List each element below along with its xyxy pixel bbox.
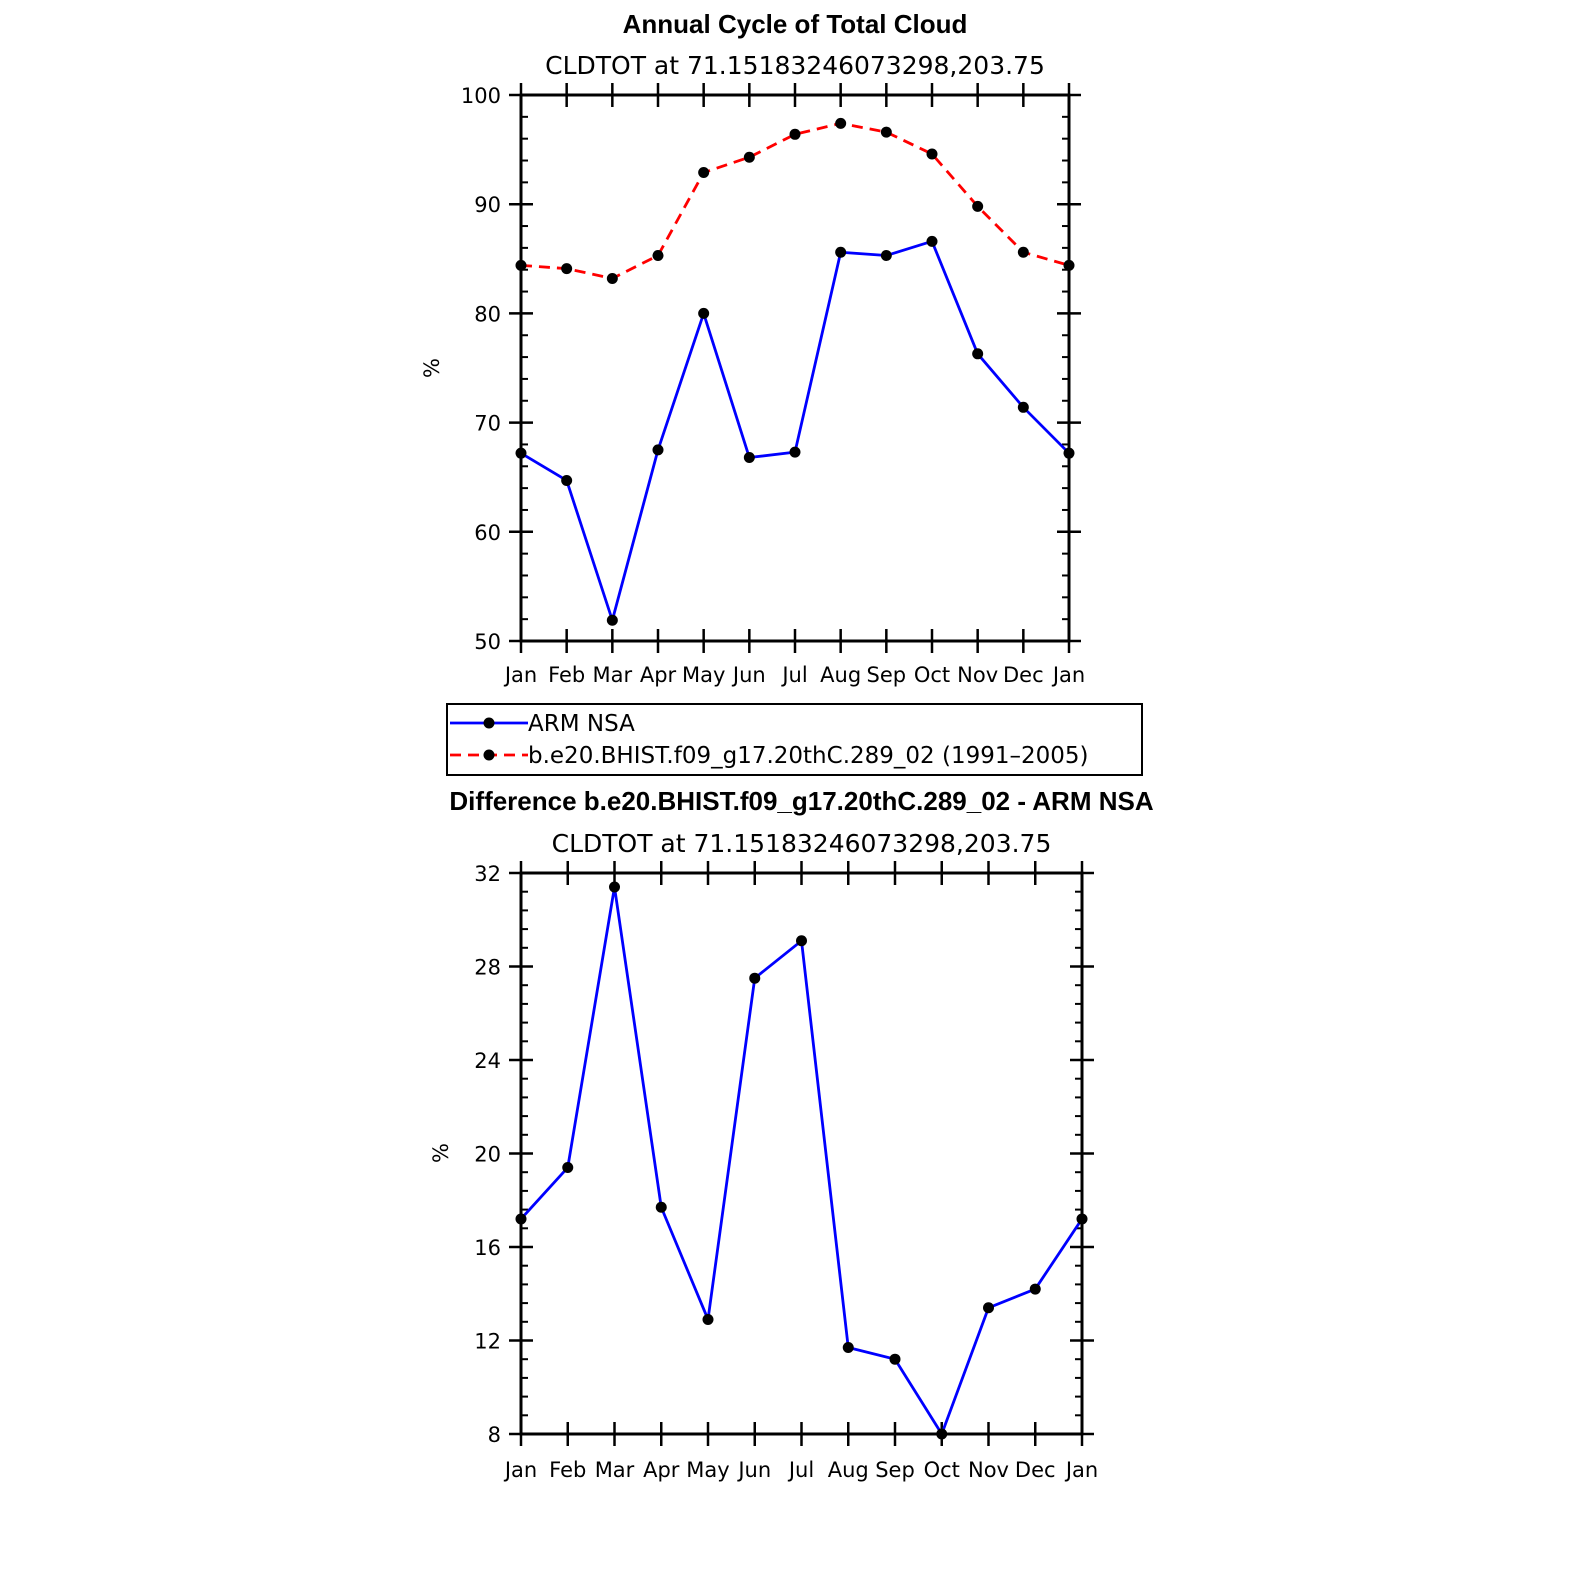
data-point	[1076, 1213, 1088, 1225]
data-point	[652, 250, 664, 262]
x-tick-label: Jan	[1051, 663, 1085, 687]
data-point	[698, 307, 710, 319]
x-tick-label: May	[686, 1458, 729, 1482]
x-tick-label: Dec	[1015, 1458, 1056, 1482]
x-tick-label: Aug	[828, 1458, 869, 1482]
y-tick-label: 50	[474, 630, 501, 654]
data-point	[926, 235, 938, 247]
data-point	[972, 200, 984, 212]
series-line-0	[519, 885, 1084, 1436]
y-axis-label: %	[420, 358, 444, 378]
chart-subtitle: CLDTOT at 71.15183246073298,203.75	[545, 51, 1045, 80]
legend-entry-label: b.e20.BHIST.f09_g17.20thC.289_02 (1991–2…	[528, 743, 1089, 769]
y-tick-label: 24	[474, 1049, 501, 1073]
data-point	[1017, 246, 1029, 258]
data-point	[561, 263, 573, 275]
chart-title: Difference b.e20.BHIST.f09_g17.20thC.289…	[449, 786, 1153, 816]
y-tick-label: 28	[474, 956, 501, 980]
x-tick-label: Mar	[595, 1458, 635, 1482]
data-point	[789, 446, 801, 458]
x-tick-label: Jun	[731, 663, 766, 687]
x-tick-label: Jan	[503, 663, 537, 687]
data-point	[698, 167, 710, 179]
data-point	[515, 259, 527, 271]
series-line-1	[520, 121, 1070, 280]
y-tick-label: 70	[474, 412, 501, 436]
y-tick-label: 32	[474, 862, 501, 886]
data-point	[926, 148, 938, 160]
y-tick-label: 8	[488, 1423, 501, 1447]
data-point	[789, 128, 801, 140]
x-tick-label: Nov	[957, 663, 998, 687]
x-tick-label: Dec	[1003, 663, 1044, 687]
data-point	[702, 1313, 714, 1325]
x-tick-label: Jul	[780, 663, 807, 687]
x-tick-label: Jun	[736, 1458, 771, 1482]
data-point	[1029, 1283, 1041, 1295]
data-point	[743, 452, 755, 464]
x-tick-label: Jan	[503, 1458, 537, 1482]
legend-box	[446, 703, 1143, 776]
x-tick-label: Feb	[548, 663, 585, 687]
chart-subtitle: CLDTOT at 71.15183246073298,203.75	[552, 829, 1052, 858]
data-point	[743, 151, 755, 163]
data-point	[652, 444, 664, 456]
x-tick-label: Sep	[867, 663, 907, 687]
data-point	[983, 1302, 994, 1314]
legend-marker	[483, 749, 495, 761]
difference-panel: Difference b.e20.BHIST.f09_g17.20thC.289…	[429, 786, 1154, 1482]
data-point	[889, 1353, 901, 1365]
data-point	[606, 614, 618, 626]
x-tick-label: Apr	[643, 1458, 680, 1482]
data-point	[655, 1201, 667, 1213]
x-tick-label: Sep	[875, 1458, 915, 1482]
data-point	[842, 1342, 854, 1354]
x-tick-label: Feb	[549, 1458, 586, 1482]
data-point	[515, 1213, 527, 1225]
data-point	[835, 246, 847, 258]
data-point	[972, 348, 984, 360]
y-axis-label: %	[429, 1143, 453, 1163]
data-point	[796, 935, 807, 947]
legend-marker	[483, 717, 495, 729]
y-tick-label: 20	[474, 1143, 501, 1167]
x-tick-label: Oct	[924, 1458, 960, 1482]
legend-entry-label: ARM NSA	[528, 711, 635, 737]
y-tick-label: 90	[474, 193, 501, 217]
data-point	[562, 1162, 574, 1174]
x-tick-label: Aug	[820, 663, 861, 687]
y-tick-label: 100	[461, 84, 501, 108]
plot-frame	[519, 871, 1084, 1436]
x-tick-label: Mar	[593, 663, 633, 687]
x-tick-label: May	[682, 663, 725, 687]
y-tick-label: 80	[474, 302, 501, 326]
data-point	[515, 447, 527, 459]
chart-title: Annual Cycle of Total Cloud	[623, 9, 968, 39]
y-tick-label: 60	[474, 521, 501, 545]
annual-cycle-panel: Annual Cycle of Total Cloud CLDTOT at 71.…	[420, 9, 1085, 687]
data-point	[1063, 447, 1075, 459]
y-tick-label: 16	[474, 1236, 501, 1260]
data-point	[561, 474, 573, 486]
data-point	[1017, 401, 1029, 413]
data-point	[1063, 259, 1075, 271]
data-point	[880, 126, 892, 138]
data-point	[609, 881, 620, 893]
plot-frame	[519, 93, 1071, 643]
y-tick-label: 12	[474, 1330, 501, 1354]
x-tick-label: Jan	[1064, 1458, 1098, 1482]
data-point	[749, 972, 761, 984]
data-point	[606, 272, 618, 284]
x-tick-label: Nov	[968, 1458, 1009, 1482]
legend: ARM NSA b.e20.BHIST.f09_g17.20thC.289_02 …	[446, 703, 1143, 776]
data-point	[835, 117, 847, 129]
x-tick-label: Apr	[640, 663, 677, 687]
data-point	[880, 250, 892, 262]
x-tick-label: Jul	[787, 1458, 814, 1482]
data-point	[936, 1428, 948, 1440]
x-tick-label: Oct	[914, 663, 950, 687]
series-line-0	[520, 239, 1070, 622]
